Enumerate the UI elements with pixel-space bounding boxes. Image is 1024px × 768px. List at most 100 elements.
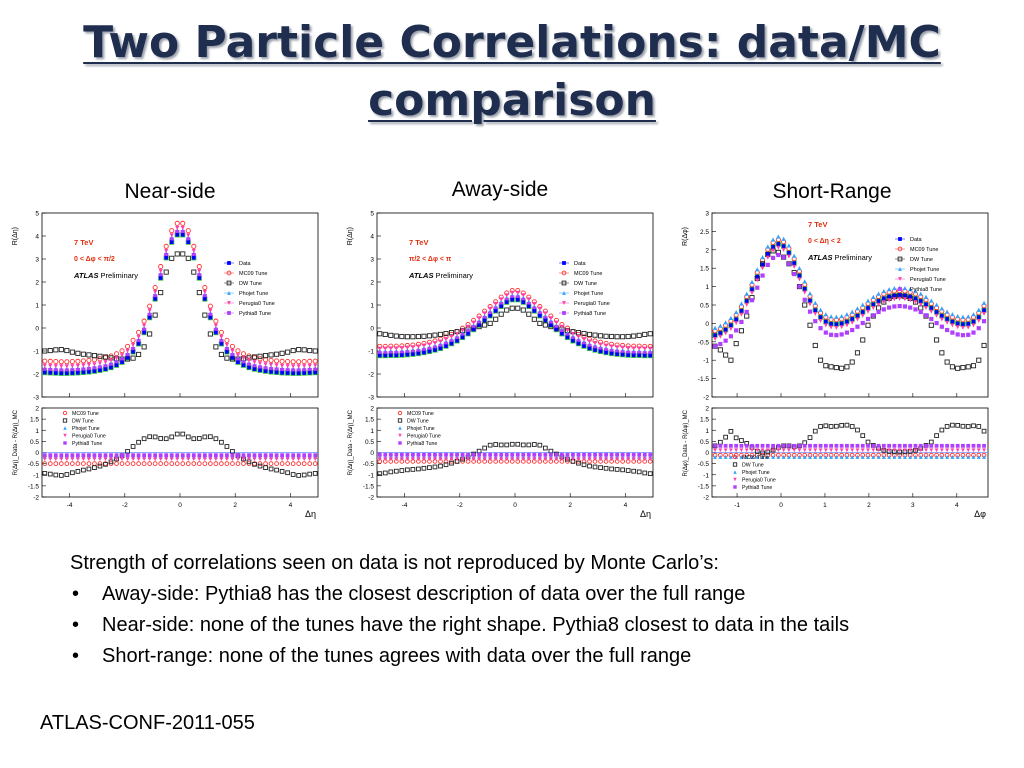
- point-dw-tune: [482, 322, 488, 328]
- point-data: [120, 360, 124, 365]
- ratio-point-pythia8-tune: [236, 453, 240, 458]
- ratio-legend-marker-pythia8-tune: [63, 441, 67, 445]
- cut-label: 0 < Δφ < π/2: [74, 256, 115, 263]
- ratio-point-perugia0-tune: [466, 457, 470, 462]
- ratio-point-mc09-tune: [114, 461, 119, 466]
- point-dw-tune: [807, 322, 813, 328]
- point-data: [164, 256, 168, 260]
- point-perugia0-tune: [202, 290, 207, 295]
- ratio-point-perugia0-tune: [64, 457, 69, 462]
- y-tick-label-bottom: -1: [368, 472, 374, 479]
- ratio-point-phojet-tune: [939, 455, 944, 459]
- ratio-point-perugia0-tune: [755, 448, 760, 453]
- point-perugia0-tune: [521, 293, 526, 298]
- ratio-point-pythia8-tune: [515, 452, 520, 457]
- point-data: [203, 297, 207, 301]
- point-data: [976, 315, 981, 319]
- point-dw-tune: [174, 251, 180, 257]
- ratio-point-dw-tune: [965, 424, 971, 429]
- ratio-point-dw-tune: [438, 463, 443, 469]
- ratio-point-pythia8-tune: [802, 443, 807, 448]
- ratio-legend-item-pythia8-tune: Pythia8 Tune: [733, 485, 772, 491]
- ratio-point-pythia8-tune: [64, 453, 69, 458]
- point-perugia0-tune: [781, 247, 786, 252]
- point-pythia8-tune: [786, 261, 792, 266]
- legend-item-phojet-tune: Phojet Tune: [895, 267, 939, 273]
- ratio-point-dw-tune: [416, 466, 421, 472]
- ratio-point-dw-tune: [388, 469, 394, 475]
- point-perugia0-tune: [252, 360, 257, 365]
- ratio-point-dw-tune: [981, 428, 987, 434]
- y-tick-label-bottom: -1.5: [363, 483, 375, 490]
- ratio-point-perugia0-tune: [765, 448, 770, 453]
- point-pythia8-tune: [776, 252, 781, 258]
- ratio-point-pythia8-tune: [142, 453, 147, 458]
- point-pythia8-tune: [421, 348, 427, 353]
- point-mc09-tune: [147, 303, 153, 309]
- point-mc09-tune: [285, 359, 291, 365]
- ratio-point-dw-tune: [64, 472, 70, 477]
- ratio-point-pythia8-tune: [887, 443, 892, 448]
- ratio-point-pythia8-tune: [871, 443, 876, 448]
- ratio-point-pythia8-tune: [792, 443, 797, 448]
- legend-marker-phojet-tune: [562, 291, 566, 295]
- legend-marker-phojet-tune: [227, 291, 231, 295]
- ratio-point-phojet-tune: [755, 455, 760, 459]
- ratio-point-mc09-tune: [230, 461, 235, 466]
- point-perugia0-tune: [620, 345, 625, 350]
- x-tick-label: -1: [734, 502, 740, 509]
- ratio-point-dw-tune: [399, 468, 405, 473]
- ratio-point-dw-tune: [92, 465, 97, 470]
- point-dw-tune: [515, 305, 521, 311]
- point-mc09-tune: [113, 351, 120, 357]
- point-perugia0-tune: [488, 306, 493, 312]
- ratio-point-perugia0-tune: [48, 457, 53, 462]
- point-data: [499, 304, 503, 309]
- ratio-point-perugia0-tune: [548, 457, 553, 462]
- point-phojet-tune: [844, 312, 850, 317]
- ratio-point-perugia0-tune: [460, 457, 465, 462]
- point-phojet-tune: [960, 314, 966, 319]
- point-data: [598, 349, 603, 354]
- ratio-point-pythia8-tune: [903, 443, 907, 448]
- point-perugia0-tune: [197, 269, 202, 274]
- ratio-point-phojet-tune: [808, 455, 812, 459]
- ratio-point-pythia8-tune: [734, 443, 739, 448]
- ratio-point-perugia0-tune: [587, 457, 592, 462]
- point-dw-tune: [213, 344, 219, 350]
- ratio-point-mc09-tune: [81, 461, 86, 466]
- ratio-point-pythia8-tune: [976, 443, 981, 448]
- ratio-point-pythia8-tune: [548, 452, 553, 457]
- point-phojet-tune: [839, 313, 844, 319]
- point-perugia0-tune: [92, 362, 97, 367]
- ratio-point-perugia0-tune: [383, 457, 388, 462]
- legend-item-perugia0-tune: Perugia0 Tune: [559, 301, 610, 307]
- point-pythia8-tune: [208, 312, 213, 317]
- point-perugia0-tune: [416, 344, 421, 349]
- ratio-point-perugia0-tune: [197, 457, 202, 462]
- point-dw-tune: [404, 334, 410, 340]
- ratio-point-mc09-tune: [75, 461, 81, 466]
- y-tick-label-bottom: -2: [33, 495, 39, 502]
- legend-marker-data: [562, 261, 566, 265]
- ratio-point-dw-tune: [169, 434, 175, 440]
- point-pythia8-tune: [631, 350, 636, 356]
- ratio-point-pythia8-tune: [405, 452, 410, 457]
- point-dw-tune: [592, 332, 598, 338]
- point-dw-tune: [965, 364, 971, 370]
- ratio-point-dw-tune: [81, 467, 86, 473]
- ratio-point-mc09-tune: [241, 461, 246, 466]
- point-dw-tune: [307, 347, 313, 354]
- series-perugia0-tune: [377, 290, 653, 351]
- ratio-point-mc09-tune: [125, 461, 130, 466]
- point-mc09-tune: [130, 337, 136, 343]
- point-data: [808, 298, 812, 303]
- y-tick-label-bottom: -0.5: [698, 461, 710, 468]
- point-dw-tune: [141, 344, 147, 350]
- point-data: [924, 302, 928, 307]
- point-pythia8-tune: [592, 345, 598, 350]
- point-dw-tune: [828, 364, 834, 370]
- point-mc09-tune: [235, 348, 241, 354]
- point-pythia8-tune: [114, 360, 119, 365]
- ratio-point-pythia8-tune: [258, 453, 262, 458]
